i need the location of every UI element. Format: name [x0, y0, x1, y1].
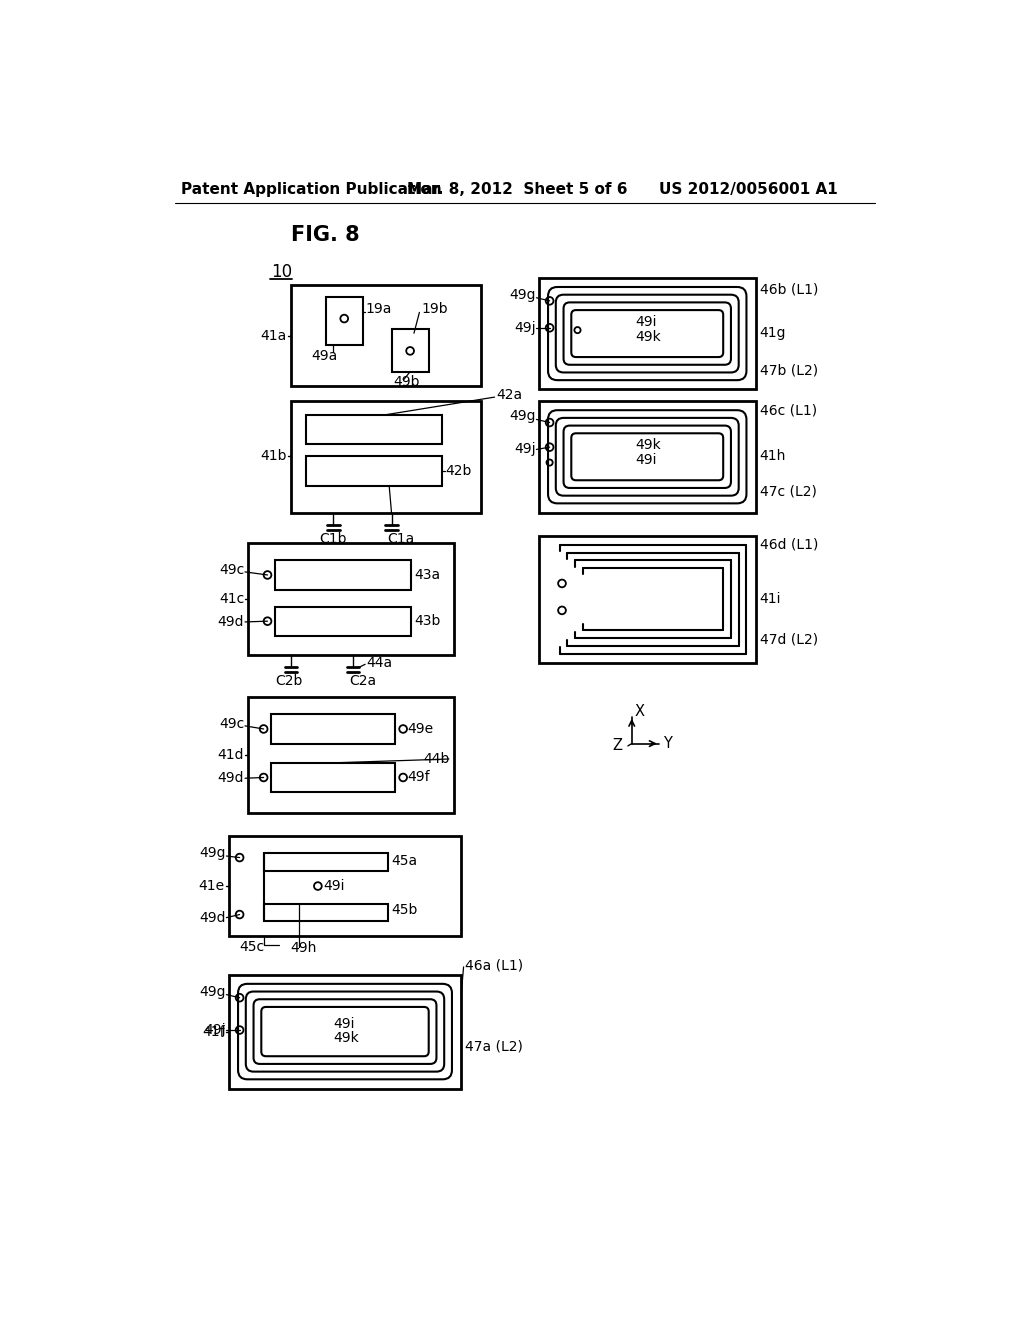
Text: 49b: 49b [393, 375, 420, 389]
FancyBboxPatch shape [571, 433, 723, 480]
Text: 47a (L2): 47a (L2) [465, 1040, 523, 1053]
Text: 43a: 43a [415, 568, 441, 582]
Text: X: X [634, 704, 644, 719]
Text: 43b: 43b [415, 614, 441, 628]
Bar [271, 714, 395, 743]
Bar [263, 853, 388, 871]
Text: 49a: 49a [311, 348, 337, 363]
Text: 49k: 49k [636, 438, 662, 451]
Text: 47b (L2): 47b (L2) [760, 363, 818, 378]
Text: 49h: 49h [291, 941, 317, 956]
Text: 49d: 49d [218, 615, 245, 628]
Bar [248, 544, 454, 655]
Bar [275, 607, 411, 636]
FancyBboxPatch shape [548, 286, 746, 380]
Text: C2b: C2b [275, 675, 303, 688]
Text: 49e: 49e [407, 722, 433, 737]
Bar [391, 330, 429, 372]
Text: 47c (L2): 47c (L2) [760, 484, 816, 498]
Bar [248, 697, 454, 813]
FancyBboxPatch shape [238, 983, 452, 1080]
Text: US 2012/0056001 A1: US 2012/0056001 A1 [658, 182, 838, 197]
Bar [306, 457, 442, 486]
Text: 44a: 44a [367, 656, 393, 669]
Bar [326, 297, 362, 345]
Text: 49c: 49c [219, 562, 245, 577]
FancyBboxPatch shape [563, 425, 731, 488]
Text: 45c: 45c [240, 940, 264, 954]
Text: 46d (L1): 46d (L1) [760, 539, 818, 552]
Text: 49i: 49i [636, 314, 657, 329]
Text: 49c: 49c [219, 717, 245, 730]
Text: 19a: 19a [366, 301, 392, 315]
Text: FIG. 8: FIG. 8 [291, 226, 359, 246]
Bar [263, 904, 388, 921]
FancyBboxPatch shape [254, 999, 436, 1064]
FancyBboxPatch shape [556, 418, 738, 496]
Text: Mar. 8, 2012  Sheet 5 of 6: Mar. 8, 2012 Sheet 5 of 6 [407, 182, 628, 197]
Text: 49g: 49g [199, 846, 225, 859]
Text: 49k: 49k [636, 330, 662, 345]
Text: Y: Y [663, 737, 672, 751]
Bar [275, 560, 411, 590]
Bar [539, 401, 756, 512]
Text: C1a: C1a [388, 532, 415, 545]
FancyBboxPatch shape [563, 302, 731, 364]
Text: 49j: 49j [204, 1023, 225, 1038]
Text: 46c (L1): 46c (L1) [760, 403, 817, 417]
Text: Z: Z [612, 738, 623, 752]
Text: 45b: 45b [391, 903, 418, 917]
FancyBboxPatch shape [556, 294, 738, 372]
Text: 42a: 42a [496, 388, 522, 401]
Bar [228, 836, 461, 936]
FancyBboxPatch shape [548, 411, 746, 503]
Text: 49g: 49g [199, 985, 225, 998]
Text: C1b: C1b [319, 532, 347, 545]
Text: 49g: 49g [509, 288, 536, 302]
Text: 47d (L2): 47d (L2) [760, 632, 818, 647]
Text: 19b: 19b [421, 301, 447, 315]
Text: 49k: 49k [334, 1031, 359, 1044]
Text: 49i: 49i [324, 879, 345, 894]
Bar [306, 414, 442, 444]
FancyBboxPatch shape [246, 991, 444, 1072]
Text: 41e: 41e [199, 879, 225, 894]
Text: 44b: 44b [423, 752, 450, 766]
Text: 46a (L1): 46a (L1) [465, 958, 523, 973]
FancyBboxPatch shape [261, 1007, 429, 1056]
Text: C2a: C2a [349, 675, 376, 688]
Text: 49f: 49f [407, 771, 430, 784]
Bar [539, 536, 756, 663]
Text: 49g: 49g [509, 409, 536, 424]
Text: Patent Application Publication: Patent Application Publication [180, 182, 441, 197]
Text: 45a: 45a [391, 854, 418, 867]
Text: 10: 10 [271, 264, 293, 281]
Bar [271, 763, 395, 792]
Bar [228, 974, 461, 1089]
Text: 41a: 41a [261, 329, 287, 342]
Text: 41g: 41g [760, 326, 786, 341]
Text: 41h: 41h [760, 449, 786, 463]
FancyBboxPatch shape [571, 310, 723, 358]
Text: 49i: 49i [334, 1016, 355, 1031]
Bar [539, 277, 756, 389]
Text: 49j: 49j [514, 442, 536, 457]
Text: 49d: 49d [199, 911, 225, 924]
Text: 41f: 41f [203, 1024, 225, 1039]
Text: 41i: 41i [760, 591, 781, 606]
Text: 46b (L1): 46b (L1) [760, 282, 818, 296]
Text: 41d: 41d [218, 748, 245, 762]
Text: 49d: 49d [218, 771, 245, 785]
Text: 42b: 42b [445, 465, 472, 478]
Text: 49j: 49j [514, 321, 536, 335]
Text: 49i: 49i [636, 453, 657, 467]
Text: 41c: 41c [219, 591, 245, 606]
Bar [291, 285, 480, 385]
Text: 41b: 41b [260, 449, 287, 463]
Bar [291, 401, 480, 512]
